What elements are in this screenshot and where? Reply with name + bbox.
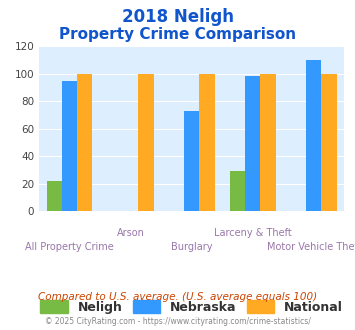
Text: All Property Crime: All Property Crime <box>25 242 114 252</box>
Bar <box>306 60 322 211</box>
Text: 2018 Neligh: 2018 Neligh <box>121 8 234 26</box>
Text: Arson: Arson <box>117 228 144 238</box>
Bar <box>47 181 62 211</box>
Legend: Neligh, Nebraska, National: Neligh, Nebraska, National <box>34 293 349 320</box>
Bar <box>184 111 200 211</box>
Bar <box>62 81 77 211</box>
Text: Larceny & Theft: Larceny & Theft <box>214 228 292 238</box>
Text: Burglary: Burglary <box>171 242 212 252</box>
Bar <box>138 74 153 211</box>
Bar <box>322 74 337 211</box>
Text: © 2025 CityRating.com - https://www.cityrating.com/crime-statistics/: © 2025 CityRating.com - https://www.city… <box>45 317 310 326</box>
Text: Compared to U.S. average. (U.S. average equals 100): Compared to U.S. average. (U.S. average … <box>38 292 317 302</box>
Bar <box>245 77 261 211</box>
Bar <box>77 74 92 211</box>
Bar <box>230 171 245 211</box>
Bar <box>200 74 214 211</box>
Text: Property Crime Comparison: Property Crime Comparison <box>59 27 296 42</box>
Text: Motor Vehicle Theft: Motor Vehicle Theft <box>267 242 355 252</box>
Bar <box>261 74 275 211</box>
